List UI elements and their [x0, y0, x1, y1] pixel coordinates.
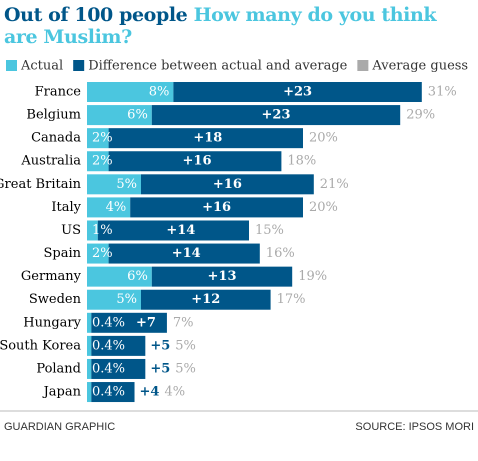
actual-label: 0.4% [92, 385, 125, 400]
chart-subtitle: How many do you think are Muslim? [4, 4, 437, 48]
difference-label: +18 [193, 131, 222, 146]
average-label: 21% [320, 177, 349, 192]
bar-difference [108, 243, 260, 264]
actual-label: 1% [92, 223, 113, 238]
bar-actual [87, 358, 92, 379]
actual-label: 2% [92, 246, 113, 261]
category-label: Japan [42, 385, 82, 400]
category-label: US [61, 223, 81, 238]
actual-label: 0.4% [92, 338, 125, 353]
average-label: 5% [175, 361, 196, 376]
bar-difference [141, 174, 314, 195]
difference-label: +5 [150, 338, 170, 353]
average-label: 20% [309, 131, 338, 146]
average-label: 16% [266, 246, 295, 261]
category-label: Spain [43, 246, 81, 261]
average-label: 15% [255, 223, 284, 238]
bar-difference [151, 266, 293, 287]
actual-label: 8% [149, 85, 170, 100]
bar-actual [87, 382, 92, 403]
chart-title: Out of 100 people [4, 4, 188, 26]
category-label: France [35, 85, 82, 100]
average-label: 18% [287, 154, 316, 169]
legend-label: Average guess [371, 59, 468, 74]
bar-actual [87, 197, 131, 218]
difference-label: +14 [172, 246, 201, 261]
average-label: 7% [173, 315, 194, 330]
bar-difference [91, 312, 167, 333]
legend-swatch [73, 60, 85, 71]
title-block: Out of 100 people How many do you think … [4, 4, 474, 48]
difference-label: +23 [283, 85, 312, 100]
actual-label: 6% [127, 108, 148, 123]
bar-actual [87, 128, 109, 149]
bar-difference [97, 220, 249, 241]
actual-label: 0.4% [92, 361, 125, 376]
category-label: Germany [21, 269, 82, 284]
category-label: South Korea [0, 338, 81, 353]
actual-label: 5% [116, 177, 137, 192]
difference-label: +7 [136, 315, 156, 330]
average-label: 29% [406, 108, 435, 123]
bar-actual [87, 105, 152, 126]
bar-actual [87, 174, 141, 195]
bar-actual [87, 289, 141, 310]
category-label: Poland [36, 361, 81, 376]
average-label: 4% [164, 385, 185, 400]
difference-label: +12 [191, 292, 220, 307]
bar-actual [87, 82, 174, 102]
bar-difference [108, 128, 303, 149]
bar-difference [91, 358, 146, 379]
bar-difference [91, 335, 146, 356]
difference-label: +14 [166, 223, 195, 238]
bar-difference [91, 382, 135, 403]
actual-label: 6% [127, 269, 148, 284]
category-label: Hungary [23, 315, 81, 330]
average-label: 19% [298, 269, 327, 284]
difference-label: +13 [208, 269, 237, 284]
legend-label: Actual [20, 59, 63, 74]
legend-swatch [357, 60, 369, 71]
difference-label: +16 [183, 154, 212, 169]
bar-difference [151, 105, 401, 126]
category-label: Australia [20, 154, 81, 169]
actual-label: 2% [92, 154, 113, 169]
legend-swatch [6, 60, 17, 71]
bar-difference [173, 82, 422, 102]
bar-actual [87, 335, 92, 356]
bar-actual [87, 266, 152, 287]
difference-label: +23 [262, 108, 291, 123]
actual-label: 4% [106, 200, 127, 215]
bar-actual [87, 220, 98, 241]
category-label: Great Britain [0, 177, 82, 192]
difference-label: +4 [140, 385, 160, 400]
category-label: Belgium [26, 108, 81, 123]
average-label: 31% [428, 85, 457, 100]
difference-label: +16 [202, 200, 231, 215]
bar-actual [87, 151, 109, 172]
category-label: Sweden [29, 292, 82, 307]
difference-label: +5 [150, 361, 170, 376]
bar-actual [87, 312, 92, 333]
difference-label: +16 [213, 177, 242, 192]
bar-difference [130, 197, 303, 218]
bar-actual [87, 243, 109, 264]
bar-difference [108, 151, 282, 172]
source: SOURCE: IPSOS MORI [355, 421, 474, 433]
actual-label: 2% [92, 131, 113, 146]
credit: GUARDIAN GRAPHIC [4, 421, 115, 433]
category-label: Canada [31, 131, 81, 146]
legend-label: Difference between actual and average [88, 59, 347, 74]
actual-label: 0.4% [92, 315, 125, 330]
average-label: 5% [175, 338, 196, 353]
category-label: Italy [51, 200, 81, 215]
average-label: 20% [309, 200, 338, 215]
bar-difference [141, 289, 271, 310]
average-label: 17% [277, 292, 306, 307]
actual-label: 5% [116, 292, 137, 307]
